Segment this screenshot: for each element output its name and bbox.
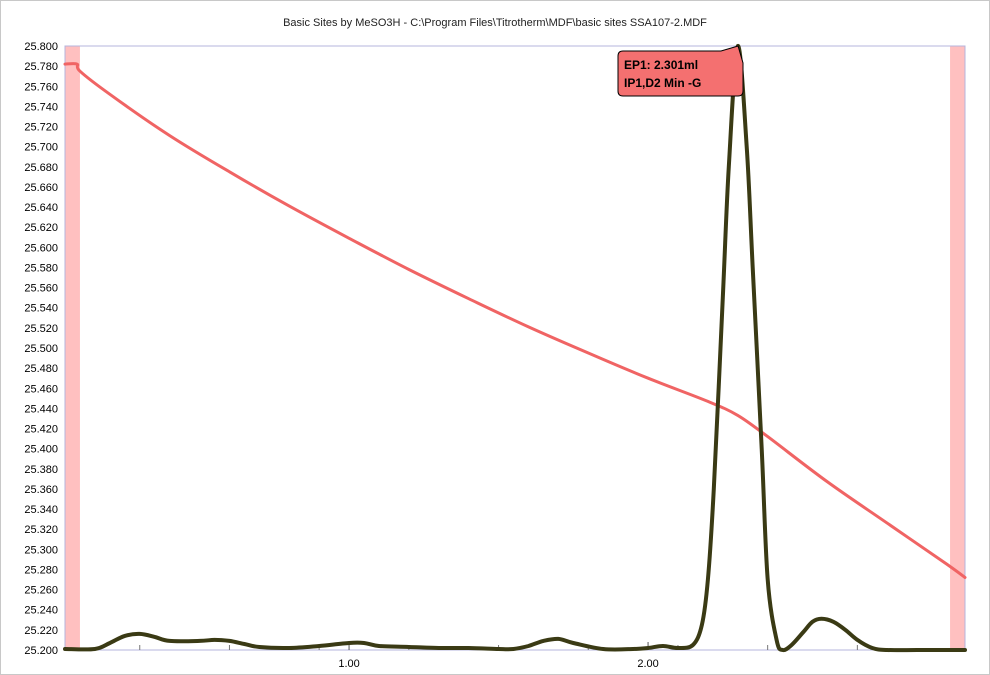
series-line-0 bbox=[63, 62, 967, 579]
endpoint-callout: EP1: 2.301ml IP1,D2 Min -G bbox=[617, 45, 744, 97]
y-tick-label: 25.440 bbox=[24, 403, 58, 415]
y-tick-label: 25.760 bbox=[24, 81, 58, 93]
y-tick-label: 25.400 bbox=[24, 444, 58, 456]
y-tick-label: 25.420 bbox=[24, 424, 58, 436]
y-tick-label: 25.520 bbox=[24, 323, 58, 335]
y-tick-label: 25.720 bbox=[24, 122, 58, 134]
x-tick-label: 2.00 bbox=[637, 658, 658, 670]
y-tick-label: 25.500 bbox=[24, 343, 58, 355]
plot-area bbox=[64, 45, 966, 651]
y-tick-label: 25.660 bbox=[24, 182, 58, 194]
callout-box bbox=[617, 45, 744, 97]
callout-line-1: EP1: 2.301ml bbox=[624, 58, 698, 72]
y-tick-label: 25.580 bbox=[24, 262, 58, 274]
y-tick-label: 25.380 bbox=[24, 464, 58, 476]
y-tick-label: 25.480 bbox=[24, 363, 58, 375]
x-tick-label: 1.00 bbox=[338, 658, 359, 670]
y-tick-label: 25.220 bbox=[24, 625, 58, 637]
y-tick-label: 25.340 bbox=[24, 504, 58, 516]
y-tick-label: 25.280 bbox=[24, 564, 58, 576]
y-tick-label: 25.240 bbox=[24, 605, 58, 617]
y-tick-label: 25.640 bbox=[24, 202, 58, 214]
y-tick-label: 25.300 bbox=[24, 544, 58, 556]
y-tick-label: 25.680 bbox=[24, 162, 58, 174]
series-line-1 bbox=[63, 43, 967, 653]
excluded-regions bbox=[65, 46, 965, 650]
y-tick-label: 25.700 bbox=[24, 142, 58, 154]
callout-line-2: IP1,D2 Min -G bbox=[624, 76, 701, 90]
y-tick-label: 25.260 bbox=[24, 585, 58, 597]
excluded-region-0 bbox=[65, 46, 80, 650]
y-tick-label: 25.560 bbox=[24, 283, 58, 295]
series-layer bbox=[63, 43, 967, 653]
y-tick-label: 25.200 bbox=[24, 645, 58, 657]
y-tick-label: 25.540 bbox=[24, 303, 58, 315]
y-tick-label: 25.460 bbox=[24, 383, 58, 395]
excluded-region-1 bbox=[950, 46, 965, 650]
chart-title: Basic Sites by MeSO3H - C:\Program Files… bbox=[283, 17, 707, 29]
y-tick-label: 25.600 bbox=[24, 242, 58, 254]
y-tick-label: 25.320 bbox=[24, 524, 58, 536]
y-tick-label: 25.620 bbox=[24, 222, 58, 234]
y-tick-label: 25.360 bbox=[24, 484, 58, 496]
y-tick-label: 25.740 bbox=[24, 101, 58, 113]
y-tick-label: 25.780 bbox=[24, 61, 58, 73]
y-tick-label: 25.800 bbox=[24, 41, 58, 53]
y-axis: 25.800 25.780 25.760 25.740 25.720 25.700 25.6… bbox=[24, 41, 58, 657]
